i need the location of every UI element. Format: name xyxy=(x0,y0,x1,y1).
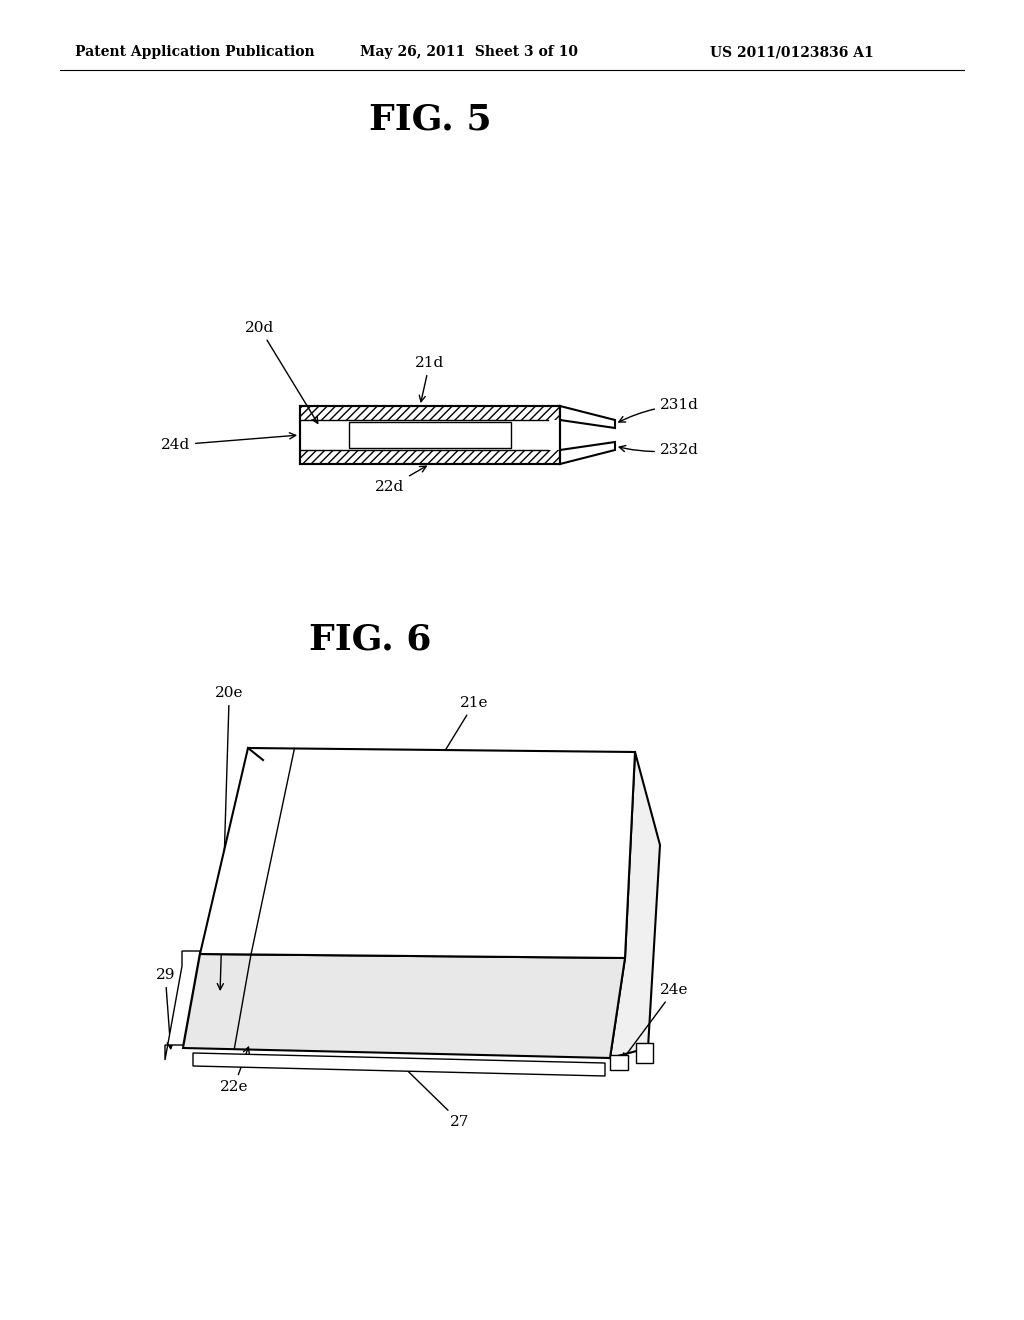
Text: 27: 27 xyxy=(399,1063,470,1129)
Polygon shape xyxy=(610,752,660,1059)
Text: May 26, 2011  Sheet 3 of 10: May 26, 2011 Sheet 3 of 10 xyxy=(360,45,578,59)
Bar xyxy=(300,450,560,465)
Text: 24d: 24d xyxy=(161,433,296,451)
Text: 20e: 20e xyxy=(215,686,244,990)
Polygon shape xyxy=(165,950,200,1060)
Polygon shape xyxy=(636,1043,653,1063)
Text: Patent Application Publication: Patent Application Publication xyxy=(75,45,314,59)
Text: FIG. 6: FIG. 6 xyxy=(309,623,431,657)
Bar xyxy=(300,407,560,465)
Text: 231d: 231d xyxy=(618,399,698,422)
Text: 20d: 20d xyxy=(245,321,317,424)
Bar xyxy=(300,407,560,465)
Text: 29: 29 xyxy=(156,968,175,1048)
Text: US 2011/0123836 A1: US 2011/0123836 A1 xyxy=(710,45,873,59)
Bar xyxy=(349,422,511,447)
Text: FIG. 5: FIG. 5 xyxy=(369,103,492,137)
Polygon shape xyxy=(200,748,635,958)
Text: 24e: 24e xyxy=(623,983,688,1060)
Text: 21d: 21d xyxy=(415,356,444,401)
Text: 21e: 21e xyxy=(424,696,488,784)
Polygon shape xyxy=(193,1053,605,1076)
Bar xyxy=(300,407,560,420)
Polygon shape xyxy=(560,407,615,428)
Polygon shape xyxy=(560,442,615,465)
Text: 22e: 22e xyxy=(219,1047,249,1094)
Polygon shape xyxy=(610,1055,628,1071)
Polygon shape xyxy=(183,954,625,1059)
Text: 232d: 232d xyxy=(620,444,698,457)
Text: 22d: 22d xyxy=(376,466,426,494)
